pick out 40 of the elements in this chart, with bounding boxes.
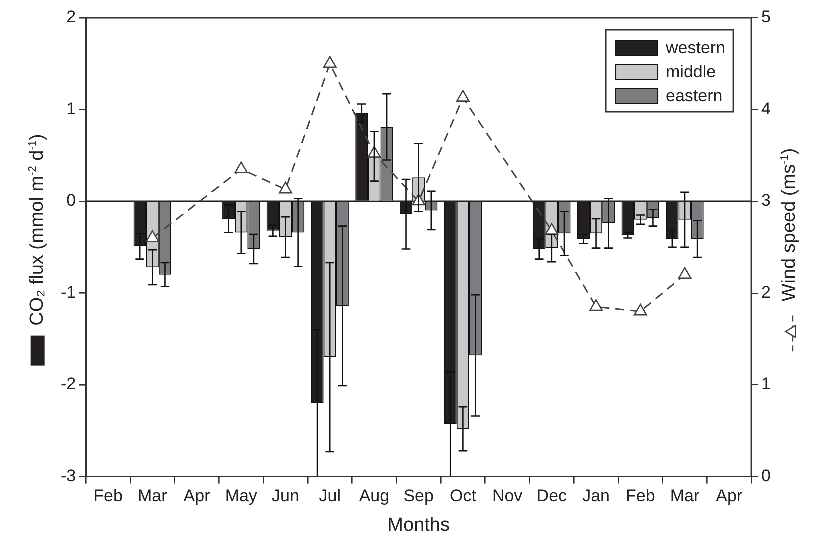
- point: [234, 162, 248, 174]
- y-tick-label: -2: [60, 374, 76, 394]
- legend-label: eastern: [666, 86, 723, 106]
- y2-tick-label: 4: [762, 99, 772, 118]
- point: [279, 182, 292, 194]
- x-tick-label: Sep: [404, 486, 434, 506]
- x-tick-label: Apr: [716, 486, 743, 506]
- x-tick-label: Nov: [492, 486, 524, 506]
- x-tick-label: Mar: [138, 486, 168, 506]
- y2-tick-label: 2: [762, 282, 772, 302]
- y-tick-label: 1: [66, 99, 76, 118]
- legend-label: middle: [666, 62, 716, 82]
- point: [146, 230, 160, 242]
- x-tick-label: Oct: [450, 486, 477, 506]
- y2-tick-label: 3: [762, 191, 772, 210]
- x-tick-label: Dec: [536, 486, 568, 506]
- y2-tick-label: 1: [762, 374, 772, 394]
- y2-tick-label: 5: [762, 8, 772, 27]
- x-tick-label: Jul: [319, 486, 341, 506]
- y-tick-label: -1: [60, 282, 76, 302]
- legend-label: western: [665, 38, 726, 58]
- point: [634, 304, 648, 316]
- y2-tick-label: 0: [762, 466, 772, 486]
- x-tick-label: Aug: [359, 486, 390, 506]
- x-tick-label: Jun: [272, 486, 300, 506]
- y-tick-label: -3: [60, 466, 76, 486]
- point: [545, 223, 559, 236]
- point: [678, 267, 692, 280]
- x-tick-label: Feb: [94, 486, 123, 506]
- x-axis-title: Months: [388, 514, 450, 536]
- point: [590, 299, 603, 312]
- x-tick-label: Feb: [626, 486, 656, 506]
- y-tick-label: 0: [66, 191, 76, 210]
- x-tick-label: Mar: [670, 486, 700, 506]
- x-tick-label: May: [225, 486, 258, 506]
- point: [323, 56, 337, 68]
- x-tick-label: Apr: [184, 486, 211, 506]
- x-tick-label: Jan: [582, 486, 610, 506]
- y-tick-label: 2: [66, 8, 76, 27]
- point: [456, 90, 470, 102]
